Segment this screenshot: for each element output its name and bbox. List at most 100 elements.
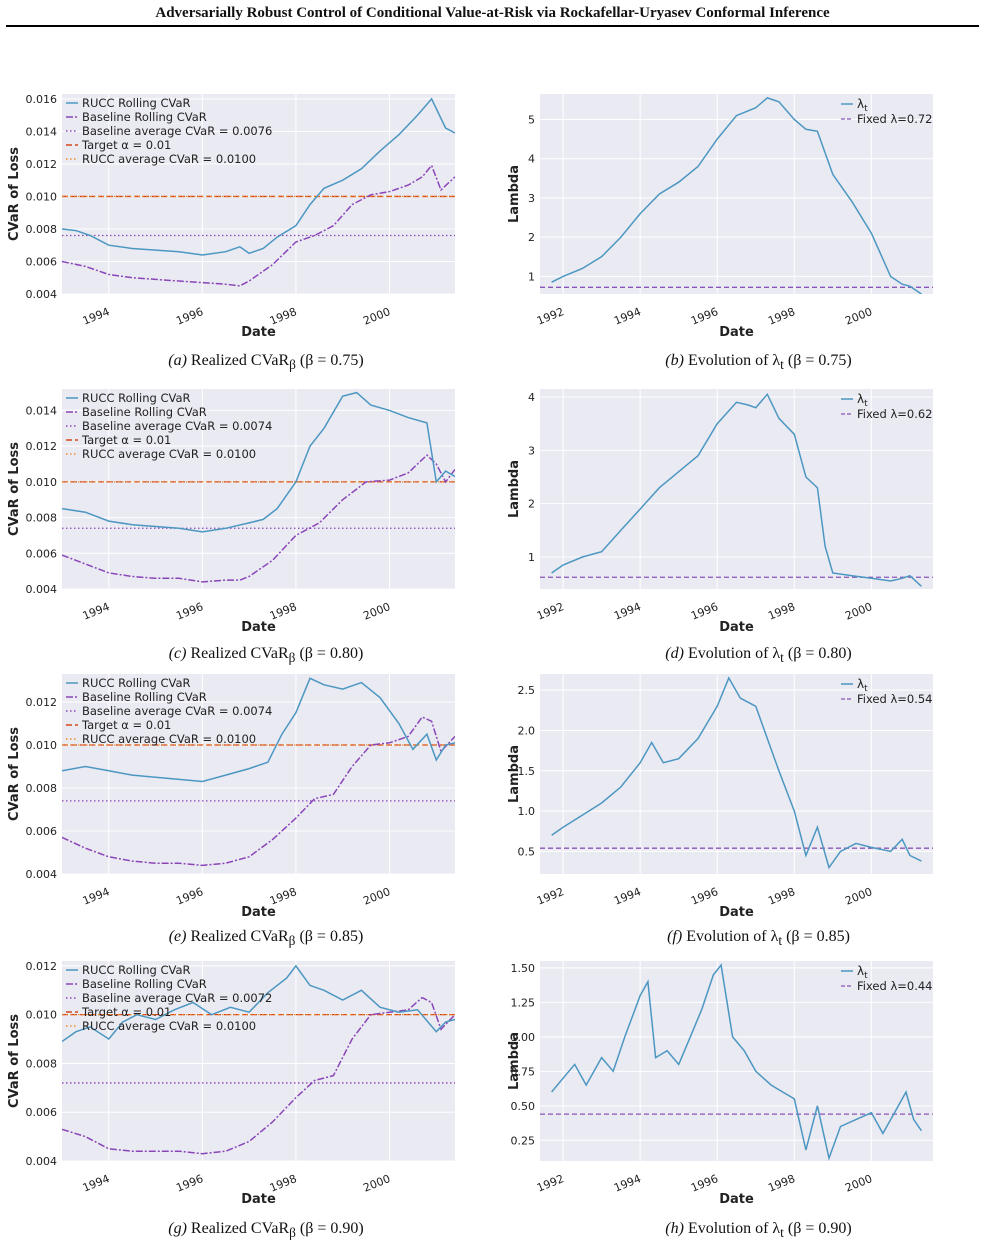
x-axis-label: Date bbox=[719, 620, 754, 635]
y-tick-label: 0.75 bbox=[511, 1065, 536, 1078]
caption-tag: (f) bbox=[667, 928, 683, 945]
plot-marks bbox=[540, 963, 933, 1161]
x-tick-label: 1994 bbox=[81, 885, 112, 908]
caption-tag: (a) bbox=[168, 352, 187, 369]
legend-entry: Fixed λ=0.44 bbox=[857, 979, 933, 993]
chart-panel-f: 0.5 1.0 1.5 2.0 2.5 1992 1994 1996 1998 2000 Date L… bbox=[492, 668, 985, 928]
y-tick-label: 0.016 bbox=[26, 93, 58, 106]
y-tick-label: 1 bbox=[528, 270, 535, 283]
y-tick-label: 0.008 bbox=[26, 782, 58, 795]
legend-entry: Fixed λ=0.72 bbox=[857, 112, 933, 126]
title-rule bbox=[6, 25, 979, 27]
legend-entry: RUCC average CVaR = 0.0100 bbox=[82, 1019, 256, 1033]
x-axis-label: Date bbox=[719, 905, 754, 920]
x-tick-label: 2000 bbox=[361, 885, 392, 908]
y-tick-label: 0.006 bbox=[26, 255, 58, 268]
plot-marks bbox=[62, 677, 455, 867]
y-tick-label: 0.008 bbox=[26, 1057, 58, 1070]
legend-entry: λt bbox=[857, 392, 868, 409]
legend-entry: RUCC Rolling CVaR bbox=[82, 391, 191, 405]
y-tick-label: 1.00 bbox=[511, 1031, 536, 1044]
y-axis-label: CVaR of Loss bbox=[7, 727, 22, 821]
chart-svg-f: 0.5 1.0 1.5 2.0 2.5 1992 1994 1996 1998 2000 Date L… bbox=[507, 674, 933, 920]
legend-entry: RUCC Rolling CVaR bbox=[82, 676, 191, 690]
y-tick-label: 4 bbox=[528, 153, 535, 166]
y-tick-label: 1.50 bbox=[511, 962, 536, 975]
x-tick-label: 1998 bbox=[766, 305, 797, 328]
x-tick-label: 1994 bbox=[81, 600, 112, 623]
y-tick-label: 3 bbox=[528, 444, 535, 457]
y-tick-label: 0.004 bbox=[26, 1155, 58, 1168]
legend-entry: Baseline Rolling CVaR bbox=[82, 977, 207, 991]
x-tick-label: 1994 bbox=[612, 600, 643, 623]
caption-text: Evolution of λ bbox=[683, 645, 781, 662]
x-tick-label: 1992 bbox=[535, 885, 566, 908]
caption-beta: (β = 0.75) bbox=[783, 352, 852, 369]
caption-text: Realized CVaR bbox=[186, 352, 290, 369]
x-tick-label: 1998 bbox=[766, 1172, 797, 1195]
y-tick-label: 0.004 bbox=[26, 583, 58, 596]
y-tick-label: 1 bbox=[528, 551, 535, 564]
y-tick-label: 0.006 bbox=[26, 825, 58, 838]
y-tick-label: 0.008 bbox=[26, 223, 58, 236]
caption-beta: (β = 0.80) bbox=[295, 645, 364, 662]
caption-text: Evolution of λ bbox=[682, 928, 779, 945]
legend-entry: RUCC Rolling CVaR bbox=[82, 963, 191, 977]
chart-panel-g: 0.004 0.006 0.008 0.010 0.012 1994 1996 1998 200… bbox=[0, 955, 492, 1215]
plot-marks bbox=[540, 97, 933, 294]
caption-text: Realized CVaR bbox=[186, 645, 289, 662]
figure-caption-e: (e) Realized CVaRβ (β = 0.85) bbox=[40, 928, 492, 949]
chart-panel-h: 0.25 0.50 0.75 1.00 1.25 1.50 1992 1994 1996 1998… bbox=[492, 955, 985, 1215]
series-line-baseline bbox=[62, 164, 455, 287]
y-tick-label: 0.006 bbox=[26, 547, 58, 560]
x-tick-label: 2000 bbox=[361, 1172, 392, 1195]
caption-beta: (β = 0.90) bbox=[295, 1220, 364, 1237]
caption-tag: (d) bbox=[665, 645, 684, 662]
chart-panel-d: 1 2 3 4 1992 1994 1996 1998 2000 Date Lambda λt Fixe… bbox=[492, 383, 985, 643]
caption-subscript: t bbox=[780, 357, 784, 373]
x-tick-label: 1994 bbox=[81, 305, 112, 328]
series-line-lambda bbox=[551, 392, 922, 587]
caption-subscript: t bbox=[780, 1225, 784, 1241]
series-line-rucc bbox=[62, 391, 455, 533]
y-tick-label: 0.006 bbox=[26, 1106, 58, 1119]
y-tick-label: 0.004 bbox=[26, 288, 58, 301]
chart-panel-c: 0.004 0.006 0.008 0.010 0.012 0.014 1994 1996 19… bbox=[0, 383, 492, 643]
x-tick-label: 1994 bbox=[81, 1172, 112, 1195]
series-line-baseline bbox=[62, 454, 455, 583]
legend-entry: Baseline average CVaR = 0.0072 bbox=[82, 991, 272, 1005]
y-tick-label: 1.5 bbox=[518, 765, 536, 778]
caption-tag: (h) bbox=[665, 1220, 684, 1237]
x-axis-label: Date bbox=[719, 1192, 754, 1207]
y-tick-label: 0.012 bbox=[26, 960, 58, 973]
y-tick-label: 0.012 bbox=[26, 440, 58, 453]
chart-svg-h: 0.25 0.50 0.75 1.00 1.25 1.50 1992 1994 1996 1998… bbox=[507, 961, 933, 1207]
legend-entry: RUCC average CVaR = 0.0100 bbox=[82, 447, 256, 461]
legend-entry: Baseline average CVaR = 0.0074 bbox=[82, 704, 272, 718]
y-tick-label: 0.012 bbox=[26, 696, 58, 709]
legend-entry: λt bbox=[857, 677, 868, 694]
series-line-baseline bbox=[62, 716, 455, 867]
caption-text: Evolution of λ bbox=[683, 1220, 781, 1237]
caption-text: Realized CVaR bbox=[186, 1220, 290, 1237]
y-tick-label: 0.004 bbox=[26, 868, 58, 881]
y-tick-label: 0.010 bbox=[26, 190, 58, 203]
x-tick-label: 2000 bbox=[843, 600, 874, 623]
legend-entry: Baseline Rolling CVaR bbox=[82, 110, 207, 124]
figure-caption-d: (d) Evolution of λt (β = 0.80) bbox=[532, 645, 985, 666]
y-tick-label: 2.5 bbox=[518, 684, 536, 697]
plot-area bbox=[540, 674, 933, 874]
y-axis-label: Lambda bbox=[507, 745, 522, 803]
caption-tag: (e) bbox=[168, 928, 187, 945]
figure-caption-h: (h) Evolution of λt (β = 0.90) bbox=[532, 1220, 985, 1241]
x-tick-label: 1992 bbox=[535, 1172, 566, 1195]
series-line-lambda bbox=[551, 963, 923, 1161]
x-tick-label: 1994 bbox=[612, 1172, 643, 1195]
legend-entry: RUCC Rolling CVaR bbox=[82, 96, 191, 110]
